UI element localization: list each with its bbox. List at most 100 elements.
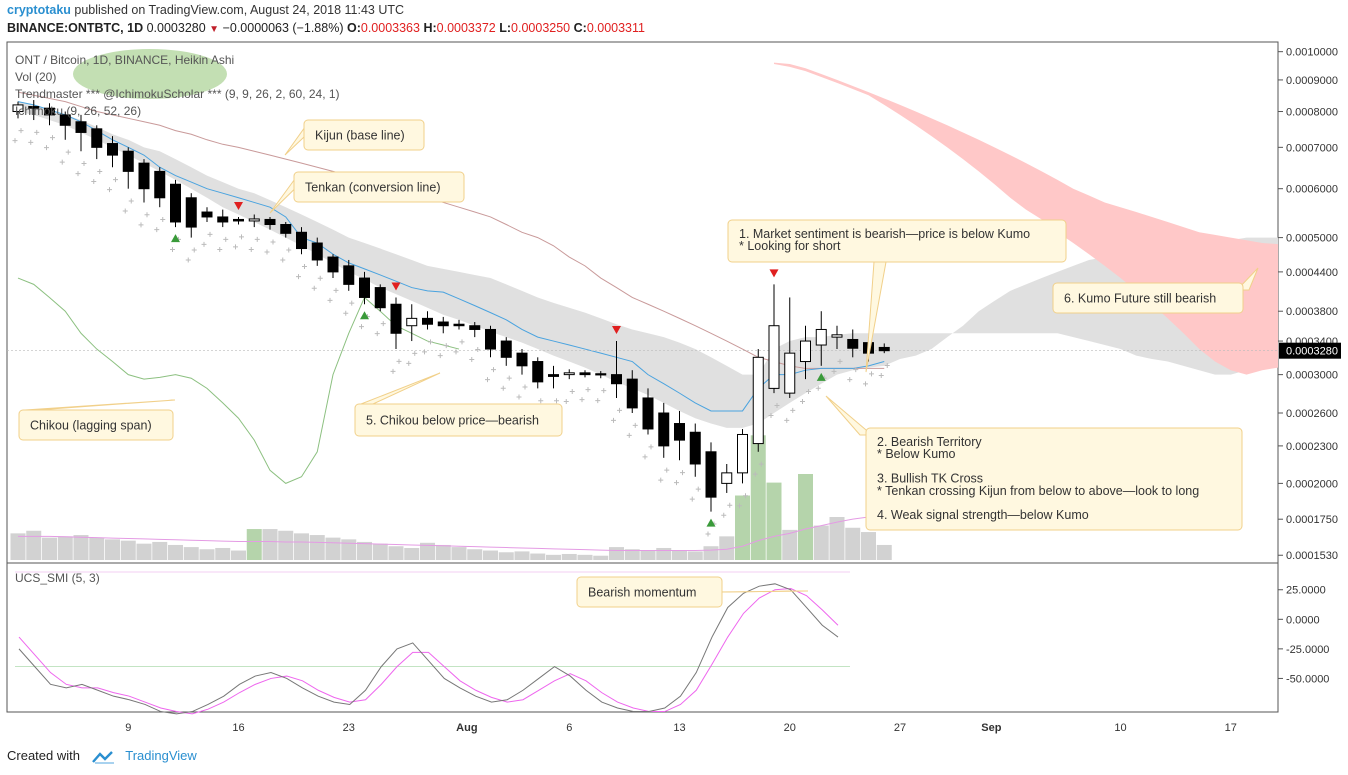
candle-body[interactable] — [595, 373, 607, 376]
candle-body[interactable] — [579, 372, 591, 376]
trendmaster-cross — [579, 397, 585, 403]
candle-body[interactable] — [878, 346, 890, 352]
annotation-momentum[interactable]: Bearish momentum — [576, 576, 809, 608]
candle-body[interactable] — [233, 218, 244, 222]
volume-bar — [798, 474, 813, 560]
trendmaster-cross — [311, 285, 317, 291]
volume-bar — [183, 547, 199, 560]
candle-body[interactable] — [154, 170, 166, 199]
legend-smi[interactable]: UCS_SMI (5, 3) — [15, 571, 100, 585]
kumo-current — [18, 101, 1278, 428]
candle-body[interactable] — [626, 378, 638, 409]
annotation-chikou[interactable]: Chikou (lagging span) — [18, 399, 176, 441]
candle-body[interactable] — [343, 265, 355, 285]
volume-bar — [577, 554, 593, 560]
trendmaster-cross — [349, 300, 355, 306]
candle-body[interactable] — [374, 287, 386, 309]
trendmaster-cross — [343, 310, 349, 316]
annotation-chikou-below[interactable]: 5. Chikou below price—bearish — [354, 372, 563, 437]
tradingview-logo-icon — [91, 750, 114, 764]
candle-body[interactable] — [847, 338, 859, 349]
legend-trendmaster[interactable]: Trendmaster *** @IchimokuScholar *** (9,… — [15, 87, 340, 101]
candle-body[interactable] — [500, 340, 512, 358]
candle-body[interactable] — [12, 104, 24, 113]
candle-body[interactable] — [107, 143, 118, 156]
candle-body[interactable] — [311, 242, 323, 261]
candle-body[interactable] — [28, 106, 40, 109]
trendmaster-cross — [170, 246, 175, 252]
candle-body[interactable] — [831, 334, 843, 338]
candle-body[interactable] — [185, 197, 197, 228]
volume-bar — [687, 551, 703, 560]
candle-body[interactable] — [453, 323, 465, 327]
legend-ichimoku[interactable]: Ichimoku (9, 26, 52, 26) — [15, 104, 141, 118]
candle-body[interactable] — [327, 256, 339, 273]
candle-body[interactable] — [91, 128, 103, 148]
candle-body[interactable] — [689, 431, 701, 465]
candle-body[interactable] — [390, 303, 402, 334]
candle-body[interactable] — [217, 216, 229, 223]
candle-body[interactable] — [44, 107, 55, 116]
candle-body[interactable] — [469, 325, 481, 330]
trendmaster-cross — [869, 371, 874, 377]
legend-title[interactable]: ONT / Bitcoin, 1D, BINANCE, Heikin Ashi — [15, 53, 234, 67]
candle-body[interactable] — [815, 328, 827, 346]
sell-signal-triangle — [612, 326, 621, 335]
low-label: L: — [499, 21, 512, 35]
chikou-line — [17, 277, 460, 484]
time-axis[interactable]: 9 16 23 Aug 6 13 20 27 Sep 10 17 — [125, 722, 1237, 734]
trendmaster-crosses — [12, 128, 890, 537]
candle-body[interactable] — [280, 224, 292, 234]
candle-body[interactable] — [800, 340, 811, 363]
candle-body[interactable] — [674, 423, 685, 441]
candle-body[interactable] — [752, 356, 764, 445]
legend-vol[interactable]: Vol (20) — [15, 70, 56, 84]
candle-body[interactable] — [122, 150, 134, 172]
candle-body[interactable] — [611, 374, 622, 385]
candle-body[interactable] — [485, 328, 496, 350]
candle-body[interactable] — [296, 231, 307, 250]
candle-body[interactable] — [532, 361, 544, 383]
candle-body[interactable] — [201, 211, 213, 218]
candles-layer[interactable] — [12, 100, 890, 512]
annotation-text: * Tenkan crossing Kijun from below to ab… — [877, 484, 1199, 498]
candle-body[interactable] — [422, 317, 433, 325]
trendmaster-cross — [359, 324, 364, 330]
candle-body[interactable] — [768, 325, 780, 389]
trendmaster-cross — [752, 471, 758, 477]
candle-body[interactable] — [705, 451, 717, 498]
candle-body[interactable] — [784, 352, 796, 394]
trendmaster-cross — [642, 454, 648, 460]
kumo-cloud — [18, 62, 1278, 428]
annotation-future[interactable]: 6. Kumo Future still bearish — [1052, 267, 1259, 314]
candle-body[interactable] — [721, 472, 733, 484]
candle-body[interactable] — [359, 277, 370, 298]
candle-body[interactable] — [737, 433, 748, 474]
candle-body[interactable] — [563, 372, 575, 376]
author-link[interactable]: cryptotaku — [7, 3, 71, 17]
candle-body[interactable] — [59, 114, 71, 126]
annotation-territory[interactable]: 2. Bearish Territory* Below Kumo 3. Bulli… — [825, 395, 1243, 531]
trendmaster-cross — [12, 138, 18, 144]
candle-body[interactable] — [75, 121, 87, 133]
candle-body[interactable] — [406, 317, 418, 327]
annotation-kijun[interactable]: Kijun (base line) — [284, 119, 425, 156]
candle-body[interactable] — [658, 412, 670, 447]
low-value: 0.0003250 — [511, 21, 571, 35]
candle-body[interactable] — [548, 374, 559, 377]
annotation-sentiment[interactable]: 1. Market sentiment is bearish—price is … — [727, 219, 1067, 373]
candle-body[interactable] — [138, 162, 150, 190]
candle-body[interactable] — [642, 397, 654, 430]
price-axis[interactable]: 0.0010000 0.0009000 0.0008000 0.0007000 0.00… — [1278, 47, 1341, 563]
volume-bar — [561, 553, 577, 560]
candle-body[interactable] — [264, 218, 276, 226]
last-price-tag — [1279, 342, 1341, 359]
candle-body[interactable] — [437, 321, 449, 327]
trendmaster-cross — [207, 231, 213, 237]
candle-body[interactable] — [170, 183, 181, 223]
candle-body[interactable] — [516, 352, 528, 367]
annotation-tenkan[interactable]: Tenkan (conversion line) — [269, 171, 465, 214]
tradingview-link[interactable]: TradingView — [125, 748, 197, 763]
candle-body[interactable] — [248, 218, 260, 222]
